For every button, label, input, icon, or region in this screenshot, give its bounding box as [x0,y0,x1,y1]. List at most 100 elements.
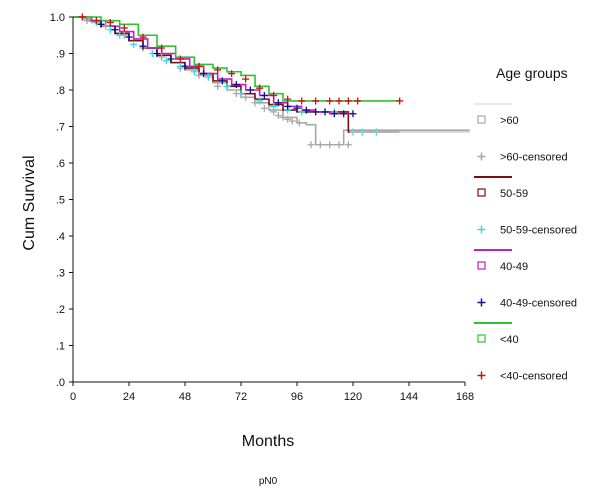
censor-mark [251,99,259,107]
legend-label: <40 [500,334,519,346]
censor-mark [120,24,128,32]
censor-mark [106,18,114,26]
censor-mark [295,119,303,127]
censor-mark [158,44,166,52]
censor-mark [97,20,105,28]
legend-plus [477,298,486,307]
censor-mark [139,42,147,50]
legend-label: 50-59-censored [500,225,577,237]
survival-line [73,16,400,133]
censor-mark [274,99,282,107]
censor-mark [312,97,320,105]
survival-line [73,16,353,115]
censor-mark [396,97,404,105]
censor-mark [321,108,329,116]
survival-line [73,16,470,146]
censor-mark [195,71,203,79]
x-tick-label: 24 [123,391,135,403]
y-tick-label: .8 [56,85,65,97]
legend-plus [477,152,486,161]
legend-box [477,115,486,124]
censor-mark [181,62,189,70]
censor-mark [242,75,250,83]
censor-mark [92,17,100,25]
censor-mark [330,110,338,118]
censor-mark [270,102,278,110]
censor-mark [246,86,254,94]
legend-label: <40-censored [500,371,568,383]
censor-mark [335,97,343,105]
axes: 0 24 48 72 96 120 144 168 .0 .1 .2 .3 .4 .5 .6 .7 .8 .9 1.… [50,12,474,403]
x-tick-label: 96 [291,391,303,403]
censor-mark [153,50,161,57]
censor-mark [354,97,362,105]
legend-label: >60 [500,115,519,127]
censor-mark [78,13,86,21]
censor-mark [316,141,324,149]
x-tick-label: 168 [456,391,474,403]
censor-mark [279,113,287,121]
y-tick-label: 1.0 [50,12,65,24]
censor-mark [116,31,124,39]
censor-mark [260,91,268,99]
censor-mark [298,108,306,116]
censor-mark [288,117,296,125]
censor-mark [218,77,226,85]
plot-censors [78,13,404,149]
censor-mark [302,106,310,114]
legend-plus [477,371,486,380]
censor-mark [167,55,175,63]
censor-mark [242,93,250,101]
censor-mark [312,108,320,116]
censor-mark [284,102,292,110]
x-tick-label: 72 [235,391,247,403]
legend-plus [477,225,486,234]
censor-mark [293,104,301,112]
censor-mark [274,112,282,120]
censor-mark [125,33,133,41]
censor-mark [158,53,166,61]
censor-mark [326,97,334,105]
chart-subtitle: pN0 [259,476,278,487]
censor-mark [237,90,245,98]
censor-mark [256,97,264,105]
censor-mark [344,97,352,105]
y-axis-label: Cum Survival [21,155,38,250]
legend-label: 40-49-censored [500,298,577,310]
legend: Age groups >60 >60-censored 50-59 50-59-cens… [350,65,577,383]
legend-label: 40-49 [500,261,528,273]
y-tick-label: .4 [56,231,65,243]
x-tick-label: 120 [344,391,362,403]
censor-mark [176,55,184,63]
censor-mark [298,97,306,105]
y-tick-label: .7 [56,122,65,134]
x-axis-label: Months [242,433,294,450]
x-tick-label: 48 [179,391,191,403]
censor-mark [228,70,236,78]
censor-mark [260,104,268,112]
y-tick-label: .3 [56,268,65,280]
censor-mark [214,66,222,74]
censor-mark [130,40,138,48]
legend-label: >60-censored [500,152,568,164]
censor-mark [83,17,91,25]
legend-label: 50-59 [500,188,528,200]
y-tick-label: .6 [56,158,65,170]
censor-mark [270,91,278,99]
x-tick-label: 144 [400,391,418,403]
censor-mark [326,141,334,149]
censor-mark [200,70,208,78]
censor-mark [214,82,222,90]
censor-mark [335,141,343,149]
censor-mark [223,82,231,90]
censor-mark [204,73,212,81]
censor-mark [195,62,203,70]
censor-mark [349,110,357,118]
censor-mark [284,115,292,123]
y-tick-label: .9 [56,49,65,61]
censor-mark [232,81,240,89]
plot-lines [73,16,470,146]
censor-mark [256,84,264,92]
